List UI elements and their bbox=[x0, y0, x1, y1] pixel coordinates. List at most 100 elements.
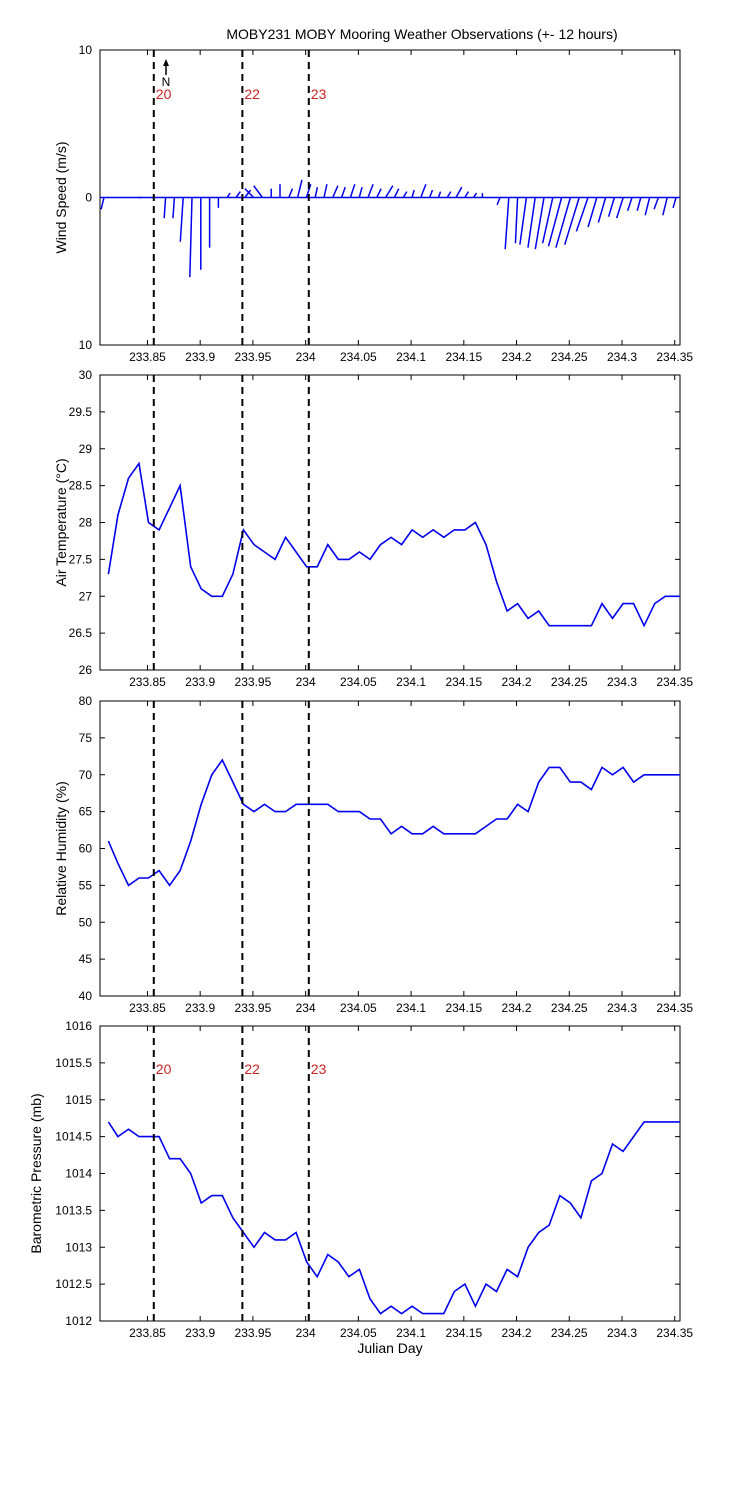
x-tick-label: 234.1 bbox=[396, 1001, 426, 1015]
x-tick-label: 234.05 bbox=[340, 1326, 377, 1340]
wind-stick bbox=[163, 197, 167, 219]
x-tick-label: 234.25 bbox=[551, 1326, 588, 1340]
y-tick-label: 29 bbox=[79, 442, 93, 456]
x-tick-label: 234.1 bbox=[396, 1326, 426, 1340]
wind-stick bbox=[296, 179, 303, 198]
x-tick-label: 233.9 bbox=[185, 1326, 215, 1340]
wind-stick bbox=[172, 197, 176, 219]
wind-stick bbox=[587, 197, 598, 228]
x-tick-label: 233.95 bbox=[235, 350, 272, 364]
event-marker-label: 20 bbox=[156, 86, 172, 102]
x-tick-label: 234.15 bbox=[445, 350, 482, 364]
barometric-pressure-panel: 233.85 233.9 233.95 234 234.05 234.1 234.15 234… bbox=[28, 1019, 693, 1356]
wind-stick bbox=[367, 183, 374, 198]
y-tick-label: 10 bbox=[79, 43, 93, 57]
wind-stick bbox=[420, 183, 427, 198]
wind-stick bbox=[189, 197, 193, 278]
y-tick-label: 29.5 bbox=[69, 405, 93, 419]
x-tick-label: 233.85 bbox=[129, 1326, 166, 1340]
wind-stick bbox=[253, 185, 264, 198]
relative-humidity-panel: 233.85 233.9 233.95 234 234.05 234.1 234.15 234… bbox=[53, 694, 693, 1015]
x-tick-label: 233.85 bbox=[129, 1001, 166, 1015]
wind-stick bbox=[626, 197, 633, 212]
y-tick-label: 27 bbox=[79, 589, 93, 603]
x-tick-label: 234.05 bbox=[340, 1001, 377, 1015]
y-axis-label: Relative Humidity (%) bbox=[53, 781, 69, 916]
x-tick-label: 234.15 bbox=[445, 1001, 482, 1015]
wind-stick bbox=[446, 191, 452, 198]
wind-stick bbox=[653, 197, 660, 210]
wind-stick bbox=[402, 191, 408, 198]
y-tick-label: 45 bbox=[79, 952, 93, 966]
wind-stick bbox=[496, 197, 501, 206]
x-tick-label: 233.9 bbox=[185, 1001, 215, 1015]
y-tick-label: 28.5 bbox=[69, 479, 93, 493]
y-tick-label: 80 bbox=[79, 694, 93, 708]
wind-speed-panel: 233.85 233.9 233.95 234 234.05 234.1 234.15 234… bbox=[53, 43, 693, 364]
x-tick-label: 234.2 bbox=[502, 350, 532, 364]
wind-stick bbox=[636, 197, 642, 211]
x-tick-label: 234.25 bbox=[551, 675, 588, 689]
north-label: N bbox=[162, 75, 171, 89]
x-tick-label: 234.35 bbox=[656, 675, 693, 689]
event-marker-label: 22 bbox=[244, 86, 260, 102]
x-tick-label: 234.35 bbox=[656, 1326, 693, 1340]
x-tick-label: 234.35 bbox=[656, 1001, 693, 1015]
wind-stick bbox=[541, 197, 554, 244]
north-arrow-head bbox=[163, 59, 169, 66]
x-tick-label: 234.3 bbox=[607, 675, 637, 689]
event-marker-label: 22 bbox=[244, 1061, 260, 1077]
x-tick-label: 234.3 bbox=[607, 1326, 637, 1340]
wind-stick bbox=[393, 188, 400, 198]
wind-stick bbox=[527, 197, 536, 248]
y-tick-label: 1016 bbox=[65, 1019, 92, 1033]
x-tick-label: 234.2 bbox=[502, 1326, 532, 1340]
wind-stick bbox=[332, 185, 339, 198]
wind-stick bbox=[455, 186, 463, 198]
y-tick-label: 60 bbox=[79, 842, 93, 856]
event-marker-label: 23 bbox=[311, 1061, 327, 1077]
data-line bbox=[107, 461, 680, 628]
y-tick-label: 30 bbox=[79, 368, 93, 382]
x-tick-label: 234.1 bbox=[396, 675, 426, 689]
wind-stick bbox=[384, 185, 394, 198]
x-tick-label: 234 bbox=[296, 350, 316, 364]
wind-stick bbox=[428, 189, 434, 198]
x-axis-label: Julian Day bbox=[357, 1340, 422, 1356]
x-tick-label: 234.35 bbox=[656, 350, 693, 364]
wind-stick bbox=[607, 197, 616, 217]
x-tick-label: 234.25 bbox=[551, 350, 588, 364]
x-tick-label: 234.2 bbox=[502, 1001, 532, 1015]
wind-stick bbox=[644, 197, 651, 216]
wind-stick bbox=[662, 197, 668, 216]
plot-frame bbox=[99, 1025, 681, 1322]
x-tick-label: 234.3 bbox=[607, 1001, 637, 1015]
wind-stick bbox=[100, 197, 105, 210]
wind-stick bbox=[340, 186, 346, 198]
y-tick-label: 1013.5 bbox=[55, 1203, 92, 1217]
air-temperature-panel: 233.85 233.9 233.95 234 234.05 234.1 234.15 234… bbox=[53, 368, 693, 689]
event-marker-label: 20 bbox=[156, 1061, 172, 1077]
x-tick-label: 234.15 bbox=[445, 1326, 482, 1340]
wind-stick bbox=[575, 197, 589, 232]
wind-stick bbox=[514, 197, 519, 244]
data-line bbox=[107, 1121, 680, 1315]
x-tick-label: 234.3 bbox=[607, 350, 637, 364]
x-tick-label: 233.95 bbox=[235, 1001, 272, 1015]
y-axis-label: Air Temperature (°C) bbox=[53, 458, 69, 586]
y-tick-label: 65 bbox=[79, 805, 93, 819]
wind-stick bbox=[519, 197, 528, 245]
wind-stick bbox=[472, 192, 478, 198]
plot-frame bbox=[99, 374, 681, 671]
wind-stick bbox=[288, 188, 294, 198]
wind-stick bbox=[597, 197, 607, 223]
y-axis-label: Wind Speed (m/s) bbox=[53, 141, 69, 253]
wind-stick bbox=[411, 189, 415, 198]
y-tick-label: 1014.5 bbox=[55, 1130, 92, 1144]
x-tick-label: 233.9 bbox=[185, 350, 215, 364]
y-tick-label: 1015 bbox=[65, 1093, 92, 1107]
wind-stick bbox=[244, 189, 252, 198]
x-tick-label: 234 bbox=[296, 1001, 316, 1015]
wind-stick bbox=[305, 183, 312, 198]
